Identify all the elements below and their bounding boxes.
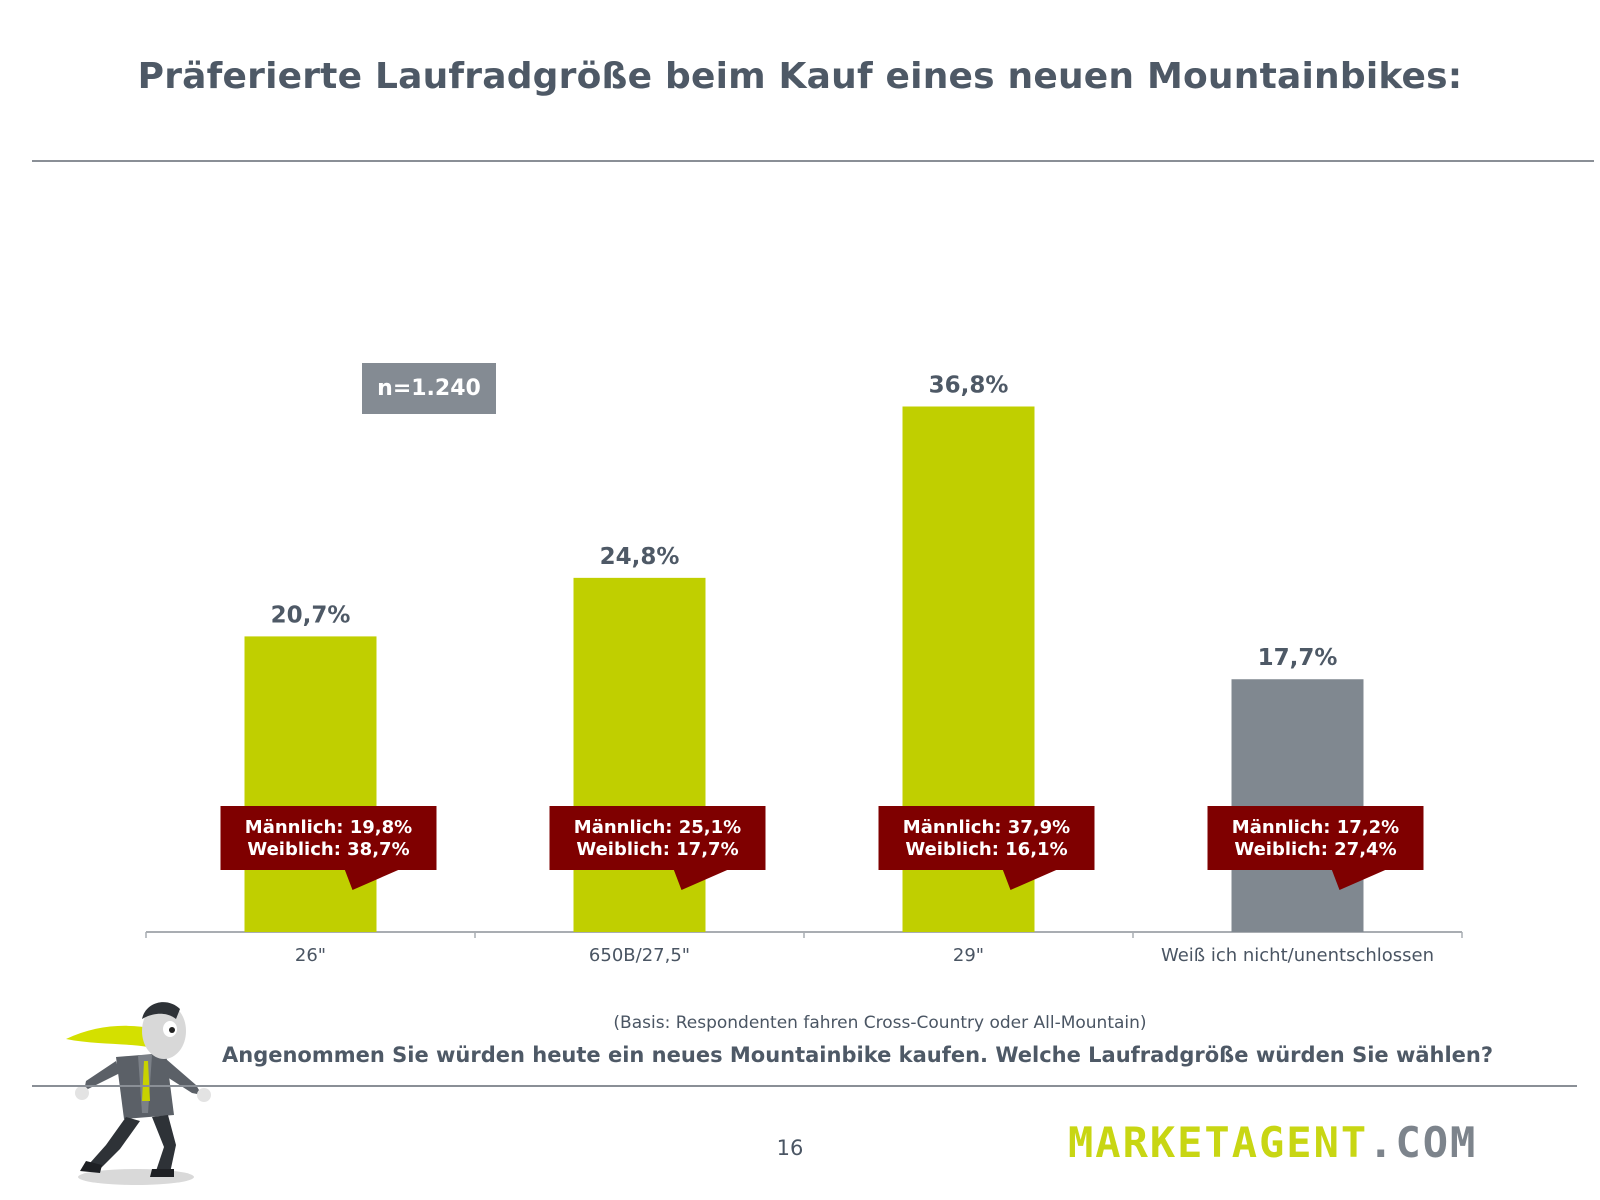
male-share-label: Männlich: 19,8% bbox=[245, 817, 412, 838]
gender-callout bbox=[1207, 806, 1424, 870]
x-tick-label: 26" bbox=[295, 945, 326, 966]
female-share-label: Weiblich: 38,7% bbox=[247, 839, 409, 860]
top-divider bbox=[32, 160, 1594, 162]
survey-question: Angenommen Sie würden heute ein neues Mo… bbox=[222, 1043, 1494, 1067]
male-share-label: Männlich: 25,1% bbox=[574, 817, 741, 838]
page-number: 16 bbox=[776, 1136, 804, 1160]
logo-brand: MARKETAGENT bbox=[1068, 1118, 1369, 1167]
gender-callout-pointer bbox=[344, 869, 401, 890]
data-label: 20,7% bbox=[271, 602, 351, 628]
x-tick-label: 650B/27,5" bbox=[589, 945, 690, 966]
logo-tld: .COM bbox=[1368, 1118, 1478, 1167]
female-share-label: Weiblich: 16,1% bbox=[905, 839, 1067, 860]
gender-callout-pointer bbox=[1002, 869, 1059, 890]
gender-callout bbox=[878, 806, 1095, 870]
basis-note: (Basis: Respondenten fahren Cross-Countr… bbox=[613, 1013, 1147, 1033]
male-share-label: Männlich: 17,2% bbox=[1232, 817, 1399, 838]
bar-chart: 20,7% 26" Männlich: 19,8%Weiblich: 38,7% 24… bbox=[145, 372, 1463, 966]
bar bbox=[1231, 679, 1364, 932]
gender-callout bbox=[549, 806, 766, 870]
gender-callout-pointer bbox=[673, 869, 730, 890]
data-label: 24,8% bbox=[600, 544, 680, 570]
female-share-label: Weiblich: 27,4% bbox=[1234, 839, 1396, 860]
x-tick-label: 29" bbox=[953, 945, 984, 966]
male-share-label: Männlich: 37,9% bbox=[903, 817, 1070, 838]
sample-size-badge: n=1.240 bbox=[362, 363, 496, 414]
female-share-label: Weiblich: 17,7% bbox=[576, 839, 738, 860]
marketagent-logo: MARKETAGENT.COM bbox=[1068, 1122, 1477, 1164]
bottom-divider bbox=[32, 1085, 1577, 1087]
running-man-mascot-icon bbox=[66, 1002, 211, 1185]
x-tick-label: Weiß ich nicht/unentschlossen bbox=[1161, 945, 1434, 966]
data-label: 36,8% bbox=[929, 372, 1009, 398]
gender-callout-pointer bbox=[1331, 869, 1388, 890]
data-label: 17,7% bbox=[1258, 645, 1338, 671]
chart-title: Präferierte Laufradgröße beim Kauf eines… bbox=[137, 56, 1463, 97]
gender-callout bbox=[220, 806, 437, 870]
